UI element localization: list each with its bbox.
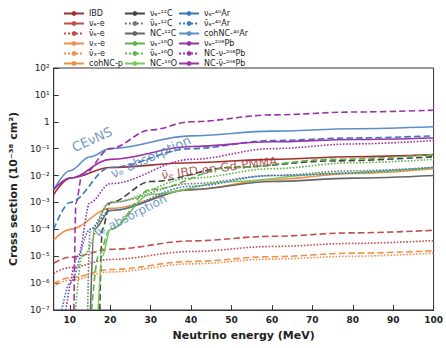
svg-text:CEνNS: CEνNS (70, 124, 115, 155)
svg-text:50: 50 (225, 315, 238, 325)
svg-text:IBD: IBD (89, 9, 103, 18)
svg-text:80: 80 (347, 315, 360, 325)
svg-text:νₓ-e: νₓ-e (89, 39, 105, 48)
svg-text:10⁻⁷: 10⁻⁷ (30, 305, 50, 315)
svg-text:10⁻⁴: 10⁻⁴ (30, 224, 50, 234)
svg-text:10⁻²: 10⁻² (30, 171, 50, 181)
svg-text:10¹: 10¹ (35, 90, 50, 100)
svg-text:70: 70 (306, 315, 319, 325)
svg-text:νₑ-²⁰⁸Pb: νₑ-²⁰⁸Pb (204, 39, 234, 48)
svg-text:20: 20 (104, 315, 117, 325)
svg-text:νₑ-e: νₑ-e (89, 19, 105, 28)
svg-text:10²: 10² (35, 63, 50, 73)
svg-text:90: 90 (387, 315, 400, 325)
svg-text:10⁻¹: 10⁻¹ (30, 144, 50, 154)
svg-text:Neutrino energy (MeV): Neutrino energy (MeV) (173, 329, 315, 342)
svg-text:100: 100 (424, 315, 443, 325)
svg-text:ν̄ₑ-¹⁶O: ν̄ₑ-¹⁶O (150, 49, 173, 58)
svg-text:10⁻⁶: 10⁻⁶ (30, 278, 50, 288)
svg-text:10: 10 (64, 315, 77, 325)
svg-text:cohNC-⁴⁰Ar: cohNC-⁴⁰Ar (204, 29, 249, 38)
svg-text:νₑ absorption: νₑ absorption (108, 132, 194, 182)
svg-text:1: 1 (44, 117, 50, 127)
svg-text:ν̄ₑ absorption: ν̄ₑ absorption (92, 191, 169, 240)
svg-text:Cross section (10⁻³⁸ cm²): Cross section (10⁻³⁸ cm²) (7, 112, 20, 266)
svg-text:NC-¹⁶O: NC-¹⁶O (150, 59, 177, 68)
svg-text:ν̄ₓ-e: ν̄ₓ-e (89, 49, 105, 58)
svg-text:10⁻³: 10⁻³ (30, 197, 50, 207)
svg-text:ν̄ₑ-e: ν̄ₑ-e (89, 29, 105, 38)
svg-text:ν̄ₑ-⁴⁰Ar: ν̄ₑ-⁴⁰Ar (204, 19, 231, 28)
svg-text:10⁻⁵: 10⁻⁵ (30, 251, 50, 261)
svg-text:30: 30 (144, 315, 157, 325)
svg-text:ν̄ₑ-¹²C: ν̄ₑ-¹²C (150, 19, 173, 28)
svg-text:NC-ν̄-²⁰⁸Pb: NC-ν̄-²⁰⁸Pb (204, 59, 245, 68)
svg-text:ν̄ₑ IBD on Gd-PMMA: ν̄ₑ IBD on Gd-PMMA (161, 154, 279, 182)
svg-text:NC-ν-²⁰⁸Pb: NC-ν-²⁰⁸Pb (204, 49, 245, 58)
svg-text:νₑ-¹⁶O: νₑ-¹⁶O (150, 39, 173, 48)
svg-text:60: 60 (266, 315, 279, 325)
svg-text:cohNC-p: cohNC-p (89, 59, 123, 68)
svg-text:40: 40 (185, 315, 198, 325)
svg-text:NC-¹²C: NC-¹²C (150, 29, 177, 38)
svg-text:νₑ-¹²C: νₑ-¹²C (150, 9, 173, 18)
svg-text:νₑ-⁴⁰Ar: νₑ-⁴⁰Ar (204, 9, 231, 18)
